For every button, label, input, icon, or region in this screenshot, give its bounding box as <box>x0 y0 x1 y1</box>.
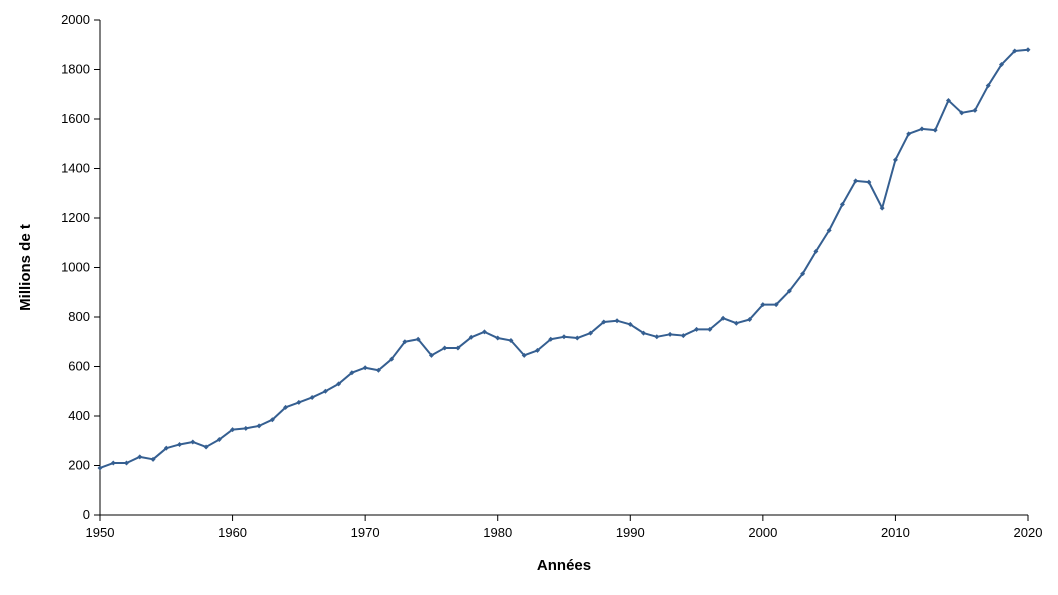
y-tick-label: 200 <box>68 458 90 473</box>
line-chart: 1950 1960 1970 1980 1990 2000 2010 2020 0 200 400 6… <box>0 0 1058 595</box>
x-tick-label: 1950 <box>86 525 115 540</box>
y-tick-label: 400 <box>68 408 90 423</box>
y-tick-label: 1800 <box>61 62 90 77</box>
y-tick-label: 1400 <box>61 161 90 176</box>
chart-background <box>0 0 1058 595</box>
x-tick-label: 2000 <box>748 525 777 540</box>
chart-container: 1950 1960 1970 1980 1990 2000 2010 2020 0 200 400 6… <box>0 0 1058 595</box>
y-tick-label: 2000 <box>61 12 90 27</box>
x-tick-label: 2010 <box>881 525 910 540</box>
y-tick-label: 1200 <box>61 210 90 225</box>
y-tick-label: 600 <box>68 359 90 374</box>
x-tick-label: 2020 <box>1014 525 1043 540</box>
y-tick-label: 1600 <box>61 111 90 126</box>
x-tick-label: 1990 <box>616 525 645 540</box>
y-tick-label: 1000 <box>61 260 90 275</box>
y-axis-label: Millions de t <box>17 224 34 311</box>
x-axis-label: Années <box>537 557 591 574</box>
y-tick-label: 800 <box>68 309 90 324</box>
y-tick-label: 0 <box>83 507 90 522</box>
x-tick-label: 1960 <box>218 525 247 540</box>
x-tick-label: 1980 <box>483 525 512 540</box>
x-tick-label: 1970 <box>351 525 380 540</box>
